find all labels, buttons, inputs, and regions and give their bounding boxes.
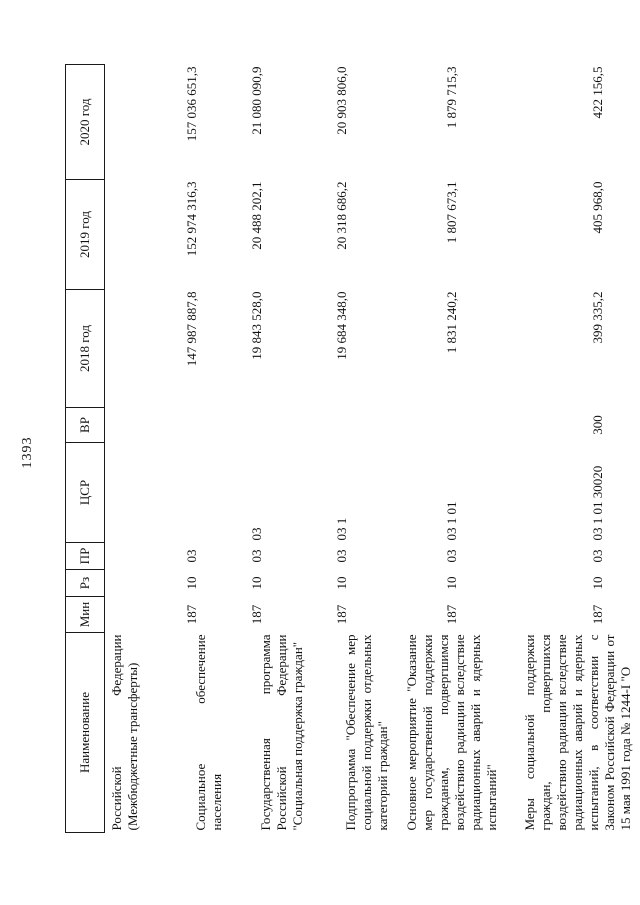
cell-csr: 03 1 01 <box>443 501 459 541</box>
cell-pr: 03 <box>248 549 264 563</box>
cell-2018 <box>105 290 180 408</box>
cell-rz: 10 <box>333 576 349 590</box>
header-cell-2019: 2019 год <box>65 179 105 290</box>
cell-csr: 03 1 01 30020 <box>589 465 605 541</box>
cell-min: 187 <box>443 604 459 625</box>
cell-pr: 03 <box>333 549 349 563</box>
cell-name: Российской Федерации (Межбюджетные транс… <box>109 634 140 831</box>
cell-vr <box>330 408 400 443</box>
cell-2018: 19 684 348,0 <box>333 291 349 360</box>
cell-2020: 1 879 715,3 <box>443 66 459 129</box>
cell-2018: 147 987 887,8 <box>183 291 199 367</box>
cell-2019: 1 807 673,1 <box>443 181 459 244</box>
header-cell-2018: 2018 год <box>65 289 105 408</box>
cell-2019 <box>105 180 180 290</box>
cell-name: Основное мероприятие "Оказание мер госуд… <box>403 634 499 831</box>
header-cell-csr: ЦСР <box>65 442 105 543</box>
cell-name: Социальное обеспечение населения <box>192 634 224 831</box>
cell-rz: 10 <box>248 576 264 590</box>
table-row: Подпрограмма "Обеспечение мер социальной… <box>330 65 400 833</box>
cell-pr <box>105 543 180 570</box>
header-cell-pr: ПР <box>65 542 105 570</box>
table-header-row: Наименование Мин Рз ПР ЦСР ВР 2018 год 2… <box>65 64 105 833</box>
cell-2020: 422 156,5 <box>589 66 605 119</box>
page-number: 1393 <box>20 436 35 469</box>
cell-2018: 399 335,2 <box>589 291 605 344</box>
cell-vr <box>105 408 180 443</box>
cell-2020: 21 080 090,9 <box>248 66 264 135</box>
table-row: Российской Федерации (Межбюджетные транс… <box>105 65 180 833</box>
cell-2020: 157 036 651,3 <box>183 66 199 142</box>
cell-name: Государственная программа Российской Фед… <box>257 634 305 831</box>
cell-2019: 405 968,0 <box>589 181 605 234</box>
cell-2018: 1 831 240,2 <box>443 291 459 354</box>
cell-rz: 10 <box>589 576 605 590</box>
table-row: Меры социальной поддержки граждан, подве… <box>518 65 634 833</box>
cell-name: Меры социальной поддержки граждан, подве… <box>521 634 633 831</box>
table-row: Социальное обеспечение населения 187 10 … <box>180 65 245 833</box>
cell-min: 187 <box>589 604 605 625</box>
budget-table: Наименование Мин Рз ПР ЦСР ВР 2018 год 2… <box>65 64 634 833</box>
cell-vr <box>180 408 245 443</box>
cell-csr: 03 1 <box>333 517 349 541</box>
cell-csr: 03 <box>248 527 264 541</box>
cell-vr <box>400 408 518 443</box>
cell-vr <box>245 408 330 443</box>
cell-name: Подпрограмма "Обеспечение мер социальной… <box>342 634 390 831</box>
header-cell-vr: ВР <box>65 407 105 443</box>
cell-csr <box>180 443 245 543</box>
cell-vr: 300 <box>589 415 605 435</box>
header-cell-min: Мин <box>65 596 105 633</box>
cell-2018: 19 843 528,0 <box>248 291 264 360</box>
cell-rz: 10 <box>443 576 459 590</box>
cell-pr: 03 <box>183 549 199 563</box>
table-row: Основное мероприятие "Оказание мер госуд… <box>400 65 518 833</box>
cell-2020 <box>105 65 180 180</box>
cell-2019: 20 318 686,2 <box>333 181 349 250</box>
cell-min <box>105 597 180 633</box>
cell-2019: 20 488 202,1 <box>248 181 264 250</box>
cell-2019: 152 974 316,3 <box>183 181 199 257</box>
cell-rz <box>105 570 180 597</box>
cell-min: 187 <box>248 604 264 625</box>
cell-min: 187 <box>183 604 199 625</box>
cell-min: 187 <box>333 604 349 625</box>
table-row: Государственная программа Российской Фед… <box>245 65 330 833</box>
cell-2020: 20 903 806,0 <box>333 66 349 135</box>
cell-pr: 03 <box>589 549 605 563</box>
cell-csr <box>105 443 180 543</box>
header-cell-name: Наименование <box>65 632 105 833</box>
header-cell-rz: Рз <box>65 569 105 597</box>
header-cell-2020: 2020 год <box>65 64 105 180</box>
cell-rz: 10 <box>183 576 199 590</box>
cell-pr: 03 <box>443 549 459 563</box>
